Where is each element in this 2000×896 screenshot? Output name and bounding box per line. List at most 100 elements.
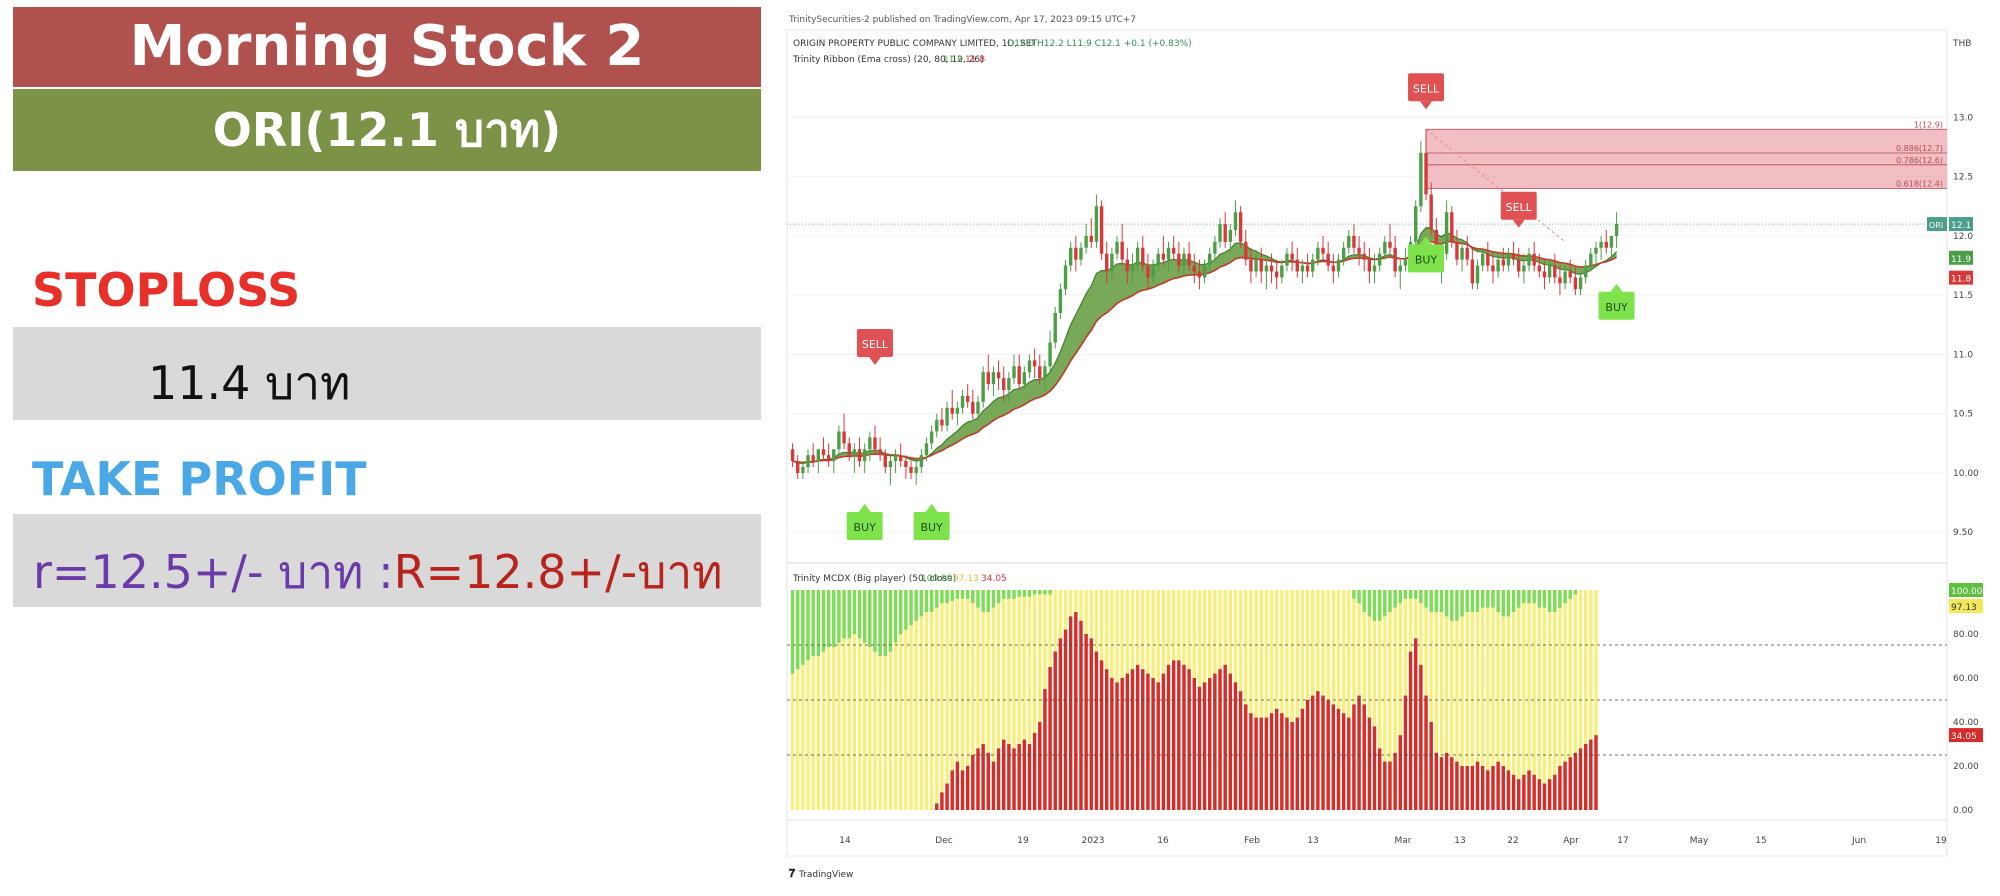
mcdx-green-segment (919, 590, 924, 617)
candle (1583, 259, 1588, 284)
mcdx-red-segment (1285, 717, 1289, 810)
candle (1141, 235, 1145, 272)
mcdx-green-segment (1398, 590, 1402, 604)
mcdx-yellow-segment (1383, 590, 1387, 810)
currency-label: THB (1952, 39, 1971, 49)
candle (1300, 259, 1305, 284)
candle (1403, 247, 1408, 272)
mcdx-red-segment (1434, 752, 1439, 810)
mcdx-red-segment (1218, 669, 1222, 810)
ema-slow-tag: 11.8 (1949, 270, 1973, 285)
mcdx-green-segment (1002, 590, 1006, 599)
candle-body (1341, 247, 1346, 260)
mcdx-bar (904, 590, 908, 810)
mcdx-bar (1553, 590, 1557, 810)
candle (1274, 259, 1279, 290)
mcdx-red-segment (1398, 735, 1402, 810)
mcdx-red-segment (1388, 761, 1392, 810)
mcdx-green-segment (940, 590, 944, 604)
mcdx-yellow-segment (935, 590, 939, 810)
candle-body (1496, 259, 1500, 272)
mcdx-green-segment (888, 590, 893, 652)
candle (1460, 241, 1464, 272)
mcdx-yellow-segment (1269, 590, 1274, 810)
mcdx-green-segment (806, 590, 810, 661)
candle (1398, 259, 1402, 290)
candle (1517, 247, 1521, 278)
mcdx-green-tag-text: 100.00 (1951, 587, 1983, 597)
candle (1305, 253, 1310, 278)
mcdx-bar (1007, 590, 1011, 810)
candle-body (1429, 194, 1433, 230)
candle (1244, 230, 1248, 266)
mcdx-yellow-segment (1022, 590, 1027, 810)
badge-arrow (1420, 101, 1433, 110)
mcdx-green-segment (909, 590, 913, 626)
candle (924, 437, 929, 462)
mcdx-red-segment (1002, 739, 1006, 810)
mcdx-yellow-segment (1594, 590, 1598, 810)
candle-body (955, 407, 960, 414)
time-tick-label: 15 (1755, 836, 1766, 846)
mcdx-red-segment (986, 752, 990, 810)
mcdx-red-segment (1367, 717, 1372, 810)
mcdx-bar (1563, 590, 1567, 810)
candle-body (832, 449, 836, 462)
mcdx-yellow-segment (862, 590, 867, 810)
candle-body (1017, 366, 1021, 385)
mcdx-red-segment (1480, 766, 1485, 810)
indicator-slow-value: 11.8 (965, 55, 985, 65)
candle (1589, 247, 1593, 272)
mcdx-red-segment (965, 766, 970, 810)
candle-body (919, 455, 924, 468)
candle (1151, 259, 1155, 284)
mcdx-green-segment (816, 590, 821, 656)
candle-body (1300, 265, 1305, 272)
mcdx-green-segment (832, 590, 836, 648)
mcdx-value-yellow: 97.13 (953, 574, 979, 584)
candle (1135, 241, 1140, 272)
mcdx-yellow-segment (878, 590, 882, 810)
mcdx-green-segment (1414, 590, 1418, 599)
mcdx-bar (1589, 590, 1593, 810)
mcdx-red-segment (1537, 779, 1542, 810)
candle-body (1084, 235, 1088, 248)
candle-body (1460, 247, 1464, 260)
mcdx-red-segment (1408, 651, 1413, 810)
candle (1146, 253, 1150, 290)
candle-body (1105, 253, 1109, 272)
mcdx-green-segment (821, 590, 826, 652)
mcdx-green-segment (1032, 590, 1037, 595)
mcdx-red-segment (1259, 717, 1263, 810)
mcdx-red-segment (1135, 664, 1140, 810)
buy-signal-badge: BUY (913, 504, 950, 540)
candle-body (1362, 253, 1366, 260)
candle (878, 437, 882, 462)
candle (1259, 247, 1263, 284)
candle (1362, 241, 1366, 272)
candle (811, 443, 815, 468)
mcdx-red-segment (1105, 669, 1109, 810)
mcdx-red-segment (1583, 744, 1588, 810)
time-tick-label: May (1690, 836, 1709, 846)
candle-body (1480, 253, 1485, 266)
mcdx-bar (1300, 590, 1305, 810)
candle (1022, 366, 1027, 390)
mcdx-yellow-segment (1455, 590, 1459, 810)
candle (1388, 224, 1392, 254)
mcdx-green-segment (1511, 590, 1516, 612)
indicator-fast-value: 11.9 (943, 55, 963, 65)
tradingview-chart: TrinitySecurities-2 published on Trading… (775, 0, 2000, 892)
mcdx-bar (1043, 590, 1047, 810)
sell-signal-badge: SELL (1408, 73, 1445, 110)
candle (888, 455, 893, 485)
mcdx-red-segment (1347, 717, 1351, 810)
mcdx-red-segment (1007, 744, 1011, 810)
mcdx-yellow-segment (837, 590, 841, 810)
mcdx-red-segment (1311, 695, 1315, 810)
candle (1177, 241, 1181, 272)
mcdx-green-segment (1419, 590, 1423, 604)
candle (857, 437, 862, 468)
candle (1012, 354, 1016, 385)
candle (1099, 200, 1104, 260)
